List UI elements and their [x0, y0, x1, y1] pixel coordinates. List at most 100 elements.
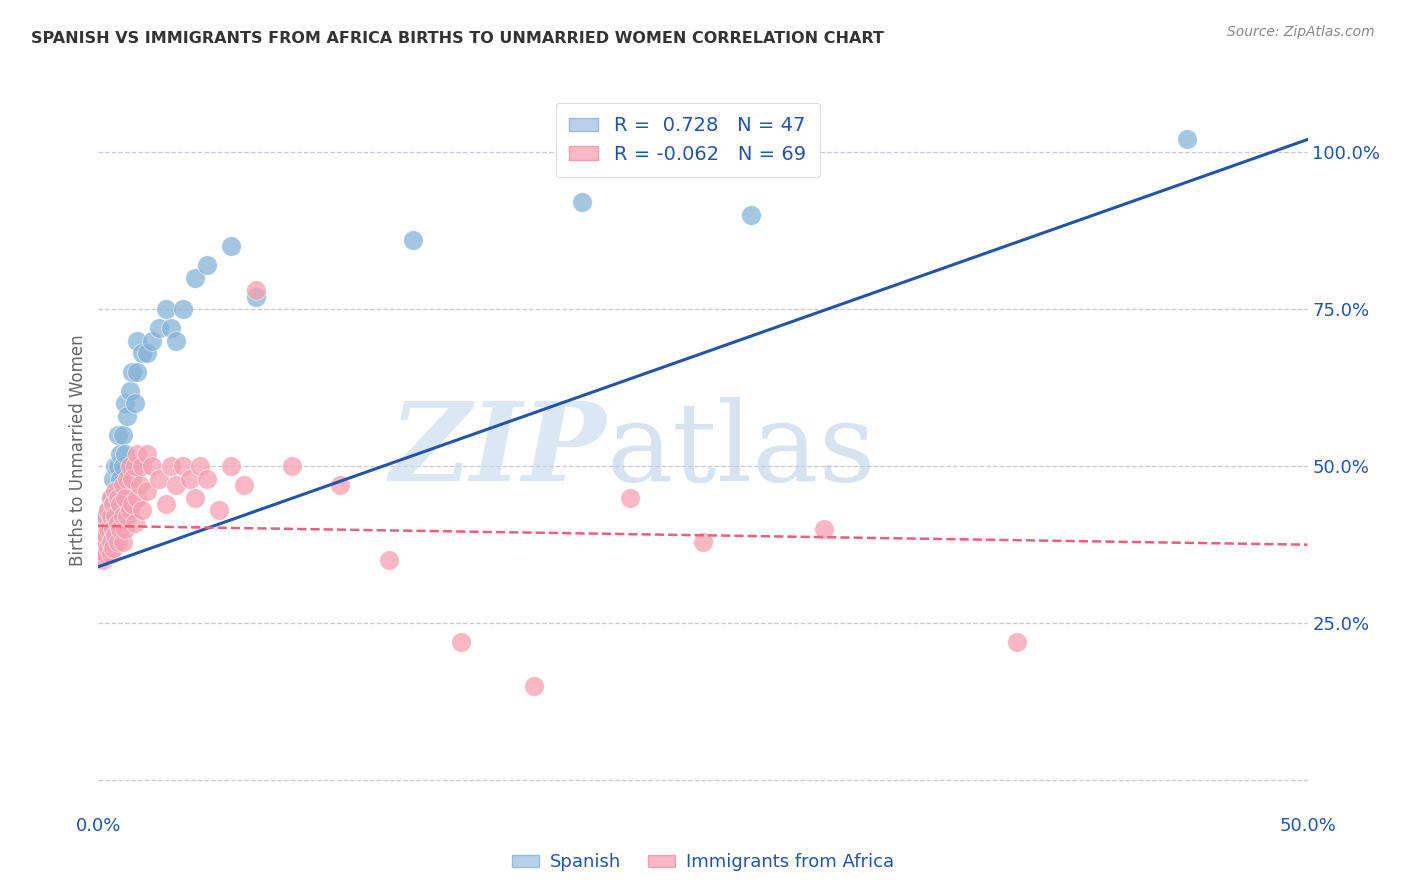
Point [692, 534, 714, 549]
Point [101, 541, 124, 555]
Point [111, 534, 134, 549]
Point [91, 553, 114, 567]
Point [97, 503, 120, 517]
Point [172, 302, 194, 317]
Point [160, 321, 183, 335]
Point [172, 459, 194, 474]
Point [523, 679, 546, 693]
Point [135, 447, 157, 461]
Point [118, 503, 141, 517]
Point [148, 321, 170, 335]
Point [117, 409, 139, 423]
Point [108, 522, 131, 536]
Point [281, 459, 304, 474]
Point [155, 302, 177, 317]
Point [232, 478, 254, 492]
Point [128, 478, 150, 492]
Point [141, 459, 163, 474]
Point [208, 503, 231, 517]
Point [121, 365, 143, 379]
Point [101, 472, 124, 486]
Point [114, 491, 136, 505]
Point [107, 459, 129, 474]
Point [107, 491, 129, 505]
Point [740, 208, 762, 222]
Point [571, 195, 593, 210]
Text: SPANISH VS IMMIGRANTS FROM AFRICA BIRTHS TO UNMARRIED WOMEN CORRELATION CHART: SPANISH VS IMMIGRANTS FROM AFRICA BIRTHS… [31, 31, 884, 46]
Point [107, 491, 129, 505]
Point [94, 509, 117, 524]
Point [108, 447, 131, 461]
Point [108, 497, 131, 511]
Point [104, 484, 127, 499]
Point [124, 516, 146, 530]
Point [94, 528, 117, 542]
Point [377, 553, 399, 567]
Point [184, 491, 207, 505]
Point [101, 497, 124, 511]
Point [127, 447, 149, 461]
Point [118, 384, 141, 398]
Point [813, 522, 835, 536]
Point [195, 472, 218, 486]
Point [188, 459, 211, 474]
Point [114, 396, 136, 410]
Point [94, 547, 117, 561]
Point [124, 396, 146, 410]
Point [121, 472, 143, 486]
Point [101, 541, 124, 555]
Point [107, 534, 129, 549]
Point [97, 522, 120, 536]
Point [104, 497, 127, 511]
Text: Source: ZipAtlas.com: Source: ZipAtlas.com [1227, 25, 1375, 39]
Point [94, 547, 117, 561]
Text: atlas: atlas [606, 397, 876, 504]
Point [141, 334, 163, 348]
Point [245, 283, 267, 297]
Point [160, 459, 183, 474]
Point [104, 528, 127, 542]
Point [155, 497, 177, 511]
Point [91, 522, 114, 536]
Legend: Spanish, Immigrants from Africa: Spanish, Immigrants from Africa [505, 847, 901, 879]
Point [135, 484, 157, 499]
Point [245, 289, 267, 303]
Point [111, 427, 134, 442]
Point [104, 509, 127, 524]
Point [118, 459, 141, 474]
Point [121, 497, 143, 511]
Point [131, 459, 153, 474]
Point [148, 472, 170, 486]
Point [90, 534, 112, 549]
Point [402, 233, 425, 247]
Point [91, 541, 114, 555]
Point [114, 522, 136, 536]
Point [117, 509, 139, 524]
Point [131, 346, 153, 360]
Point [97, 541, 120, 555]
Legend: R =  0.728   N = 47, R = -0.062   N = 69: R = 0.728 N = 47, R = -0.062 N = 69 [555, 103, 820, 178]
Point [94, 528, 117, 542]
Point [127, 365, 149, 379]
Point [111, 478, 134, 492]
Point [135, 346, 157, 360]
Point [127, 334, 149, 348]
Point [221, 239, 243, 253]
Point [111, 509, 134, 524]
Point [108, 472, 131, 486]
Point [100, 534, 122, 549]
Point [111, 459, 134, 474]
Point [127, 491, 149, 505]
Point [619, 491, 641, 505]
Point [90, 547, 112, 561]
Point [91, 534, 114, 549]
Point [450, 635, 472, 649]
Point [101, 509, 124, 524]
Point [329, 478, 352, 492]
Point [1175, 132, 1198, 146]
Point [104, 459, 127, 474]
Point [117, 472, 139, 486]
Point [195, 258, 218, 272]
Point [100, 509, 122, 524]
Text: ZIP: ZIP [389, 397, 606, 504]
